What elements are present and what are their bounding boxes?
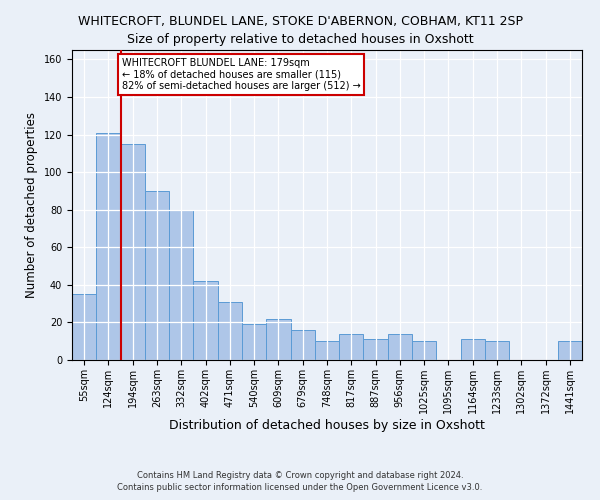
Bar bbox=[121, 144, 145, 360]
Bar bbox=[218, 302, 242, 360]
Bar bbox=[339, 334, 364, 360]
Bar bbox=[169, 210, 193, 360]
Bar bbox=[193, 281, 218, 360]
Text: WHITECROFT BLUNDEL LANE: 179sqm
← 18% of detached houses are smaller (115)
82% o: WHITECROFT BLUNDEL LANE: 179sqm ← 18% of… bbox=[122, 58, 361, 90]
Bar bbox=[96, 132, 121, 360]
Bar bbox=[558, 341, 582, 360]
X-axis label: Distribution of detached houses by size in Oxshott: Distribution of detached houses by size … bbox=[169, 418, 485, 432]
Text: Size of property relative to detached houses in Oxshott: Size of property relative to detached ho… bbox=[127, 32, 473, 46]
Bar bbox=[364, 340, 388, 360]
Bar bbox=[412, 341, 436, 360]
Bar bbox=[290, 330, 315, 360]
Y-axis label: Number of detached properties: Number of detached properties bbox=[25, 112, 38, 298]
Bar bbox=[315, 341, 339, 360]
Bar bbox=[388, 334, 412, 360]
Text: Contains HM Land Registry data © Crown copyright and database right 2024.
Contai: Contains HM Land Registry data © Crown c… bbox=[118, 470, 482, 492]
Bar bbox=[145, 191, 169, 360]
Bar bbox=[266, 318, 290, 360]
Bar bbox=[72, 294, 96, 360]
Bar bbox=[485, 341, 509, 360]
Bar bbox=[461, 340, 485, 360]
Bar bbox=[242, 324, 266, 360]
Text: WHITECROFT, BLUNDEL LANE, STOKE D'ABERNON, COBHAM, KT11 2SP: WHITECROFT, BLUNDEL LANE, STOKE D'ABERNO… bbox=[77, 15, 523, 28]
